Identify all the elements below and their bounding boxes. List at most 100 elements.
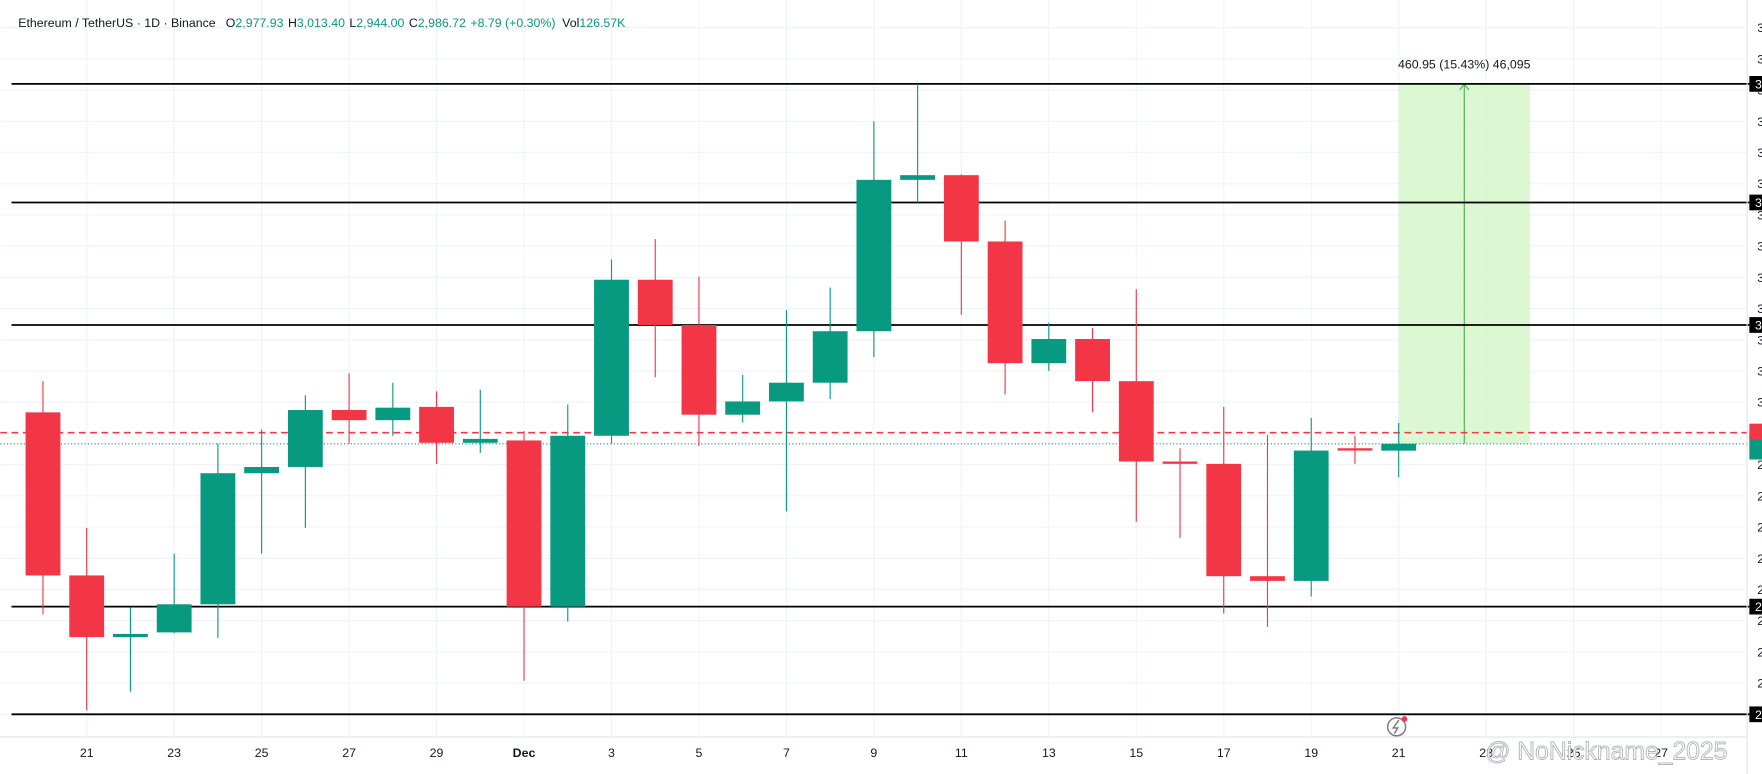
field-value: 2,986.72 bbox=[418, 16, 466, 30]
level-label: 3296 bbox=[1755, 196, 1762, 210]
candle-body bbox=[506, 440, 542, 607]
candle-body bbox=[900, 175, 936, 180]
field-value: 2,944.00 bbox=[356, 16, 404, 30]
candle-body bbox=[1162, 461, 1198, 464]
y-tick-label: 2960 bbox=[1757, 458, 1762, 472]
candle-body bbox=[594, 279, 629, 436]
candle-body bbox=[1381, 443, 1417, 451]
y-tick-label: 2840 bbox=[1757, 552, 1762, 566]
y-tick-label: 3120 bbox=[1757, 333, 1762, 347]
candle-body bbox=[25, 412, 61, 576]
x-tick-label: 23 bbox=[167, 746, 181, 760]
level-label: 2778 bbox=[1755, 600, 1762, 614]
candle-body bbox=[681, 324, 717, 415]
x-tick-label: 23 bbox=[1479, 746, 1493, 760]
x-tick-label: 13 bbox=[1042, 746, 1056, 760]
field-value: 2,977.93 bbox=[235, 16, 283, 30]
x-tick-label: 19 bbox=[1304, 746, 1318, 760]
x-tick-label: 25 bbox=[1567, 746, 1581, 760]
x-tick-label: 21 bbox=[80, 746, 94, 760]
y-tick-label: 3480 bbox=[1757, 52, 1762, 66]
x-tick-label: 21 bbox=[1392, 746, 1406, 760]
x-tick-label: 25 bbox=[255, 746, 269, 760]
candle-body bbox=[69, 575, 105, 638]
field-key: L bbox=[349, 16, 356, 30]
x-tick-label: 29 bbox=[430, 746, 444, 760]
x-tick-label: 15 bbox=[1129, 746, 1143, 760]
candle-body bbox=[1031, 339, 1067, 364]
measure-label: 460.95 (15.43%) 46,095 bbox=[1398, 57, 1531, 71]
field-value: 3,013.40 bbox=[297, 16, 345, 30]
x-tick-label: Dec bbox=[513, 746, 536, 760]
watermark: @ NoNickname_2025 bbox=[1485, 738, 1727, 765]
level-badge bbox=[1749, 598, 1762, 615]
candle-body bbox=[1337, 448, 1373, 451]
y-tick-label: 3160 bbox=[1757, 302, 1762, 316]
candle-body bbox=[331, 410, 367, 421]
change: +8.79 (+0.30%) bbox=[470, 16, 555, 30]
volume-value: 126.57K bbox=[579, 16, 626, 30]
level-badge bbox=[1749, 194, 1762, 211]
y-tick-label: 3200 bbox=[1757, 271, 1762, 285]
level-label: 3448 bbox=[1755, 77, 1762, 91]
x-tick-label: 11 bbox=[955, 746, 968, 760]
candle-body bbox=[375, 407, 411, 421]
y-tick-label: 3400 bbox=[1757, 115, 1762, 129]
symbol: Ethereum / TetherUS · 1D · Binance bbox=[18, 16, 215, 30]
candle-body bbox=[550, 435, 586, 607]
candle-body bbox=[1293, 450, 1329, 581]
candle-body bbox=[287, 410, 323, 467]
x-tick-label: 5 bbox=[696, 746, 703, 760]
replay-icon bbox=[1386, 716, 1408, 737]
field-key: O bbox=[226, 16, 236, 30]
field-key: H bbox=[288, 16, 297, 30]
y-tick-label: 2720 bbox=[1757, 645, 1762, 659]
x-tick-label: 27 bbox=[342, 746, 356, 760]
x-tick-label: 3 bbox=[608, 746, 615, 760]
legend-header: Ethereum / TetherUS · 1D · Binance O2,97… bbox=[18, 16, 626, 30]
volume-key: Vol bbox=[562, 16, 579, 30]
candle-body bbox=[200, 473, 236, 605]
price-badge bbox=[1749, 434, 1762, 460]
level-label: 2640 bbox=[1755, 708, 1762, 722]
candle-body bbox=[725, 401, 761, 415]
candle-body bbox=[113, 633, 148, 638]
y-tick-label: 3360 bbox=[1757, 146, 1762, 160]
x-tick-label: 27 bbox=[1654, 746, 1668, 760]
level-badge bbox=[1749, 706, 1762, 723]
field-key: C bbox=[409, 16, 418, 30]
candle-body bbox=[419, 406, 454, 443]
level-label: 3139 bbox=[1755, 318, 1762, 332]
candle-body bbox=[943, 175, 979, 242]
y-tick-label: 3280 bbox=[1757, 208, 1762, 222]
level-badge bbox=[1749, 76, 1762, 92]
candle-body bbox=[1118, 381, 1154, 462]
x-tick-label: 9 bbox=[870, 746, 877, 760]
candle-body bbox=[769, 382, 804, 402]
candle-body bbox=[856, 179, 892, 332]
y-tick-label: 3080 bbox=[1757, 365, 1762, 379]
candle-body bbox=[812, 331, 848, 383]
candle-body bbox=[244, 466, 280, 474]
candle-body bbox=[1206, 463, 1242, 577]
candle-body bbox=[637, 279, 673, 325]
candle-body bbox=[1250, 576, 1285, 581]
x-tick-label: 17 bbox=[1217, 746, 1231, 760]
y-tick-label: 2880 bbox=[1757, 521, 1762, 535]
y-tick-label: 3520 bbox=[1757, 21, 1762, 35]
x-tick-label: 7 bbox=[783, 746, 790, 760]
y-tick-label: 3240 bbox=[1757, 240, 1762, 254]
candle-body bbox=[156, 604, 192, 633]
level-badge bbox=[1749, 317, 1762, 333]
y-tick-label: 2760 bbox=[1757, 614, 1762, 628]
y-tick-label: 2800 bbox=[1757, 583, 1762, 597]
y-tick-label: 2920 bbox=[1757, 489, 1762, 503]
dashed-badge bbox=[1749, 423, 1762, 440]
plot: 460.95 (15.43%) 46,095 3448 3296 3139 2778 26… bbox=[0, 57, 1762, 723]
y-tick-label: 2680 bbox=[1757, 677, 1762, 691]
candle-body bbox=[1075, 339, 1110, 382]
y-tick-label: 3320 bbox=[1757, 177, 1762, 191]
candle-body bbox=[462, 438, 498, 443]
candle-body bbox=[987, 241, 1023, 364]
